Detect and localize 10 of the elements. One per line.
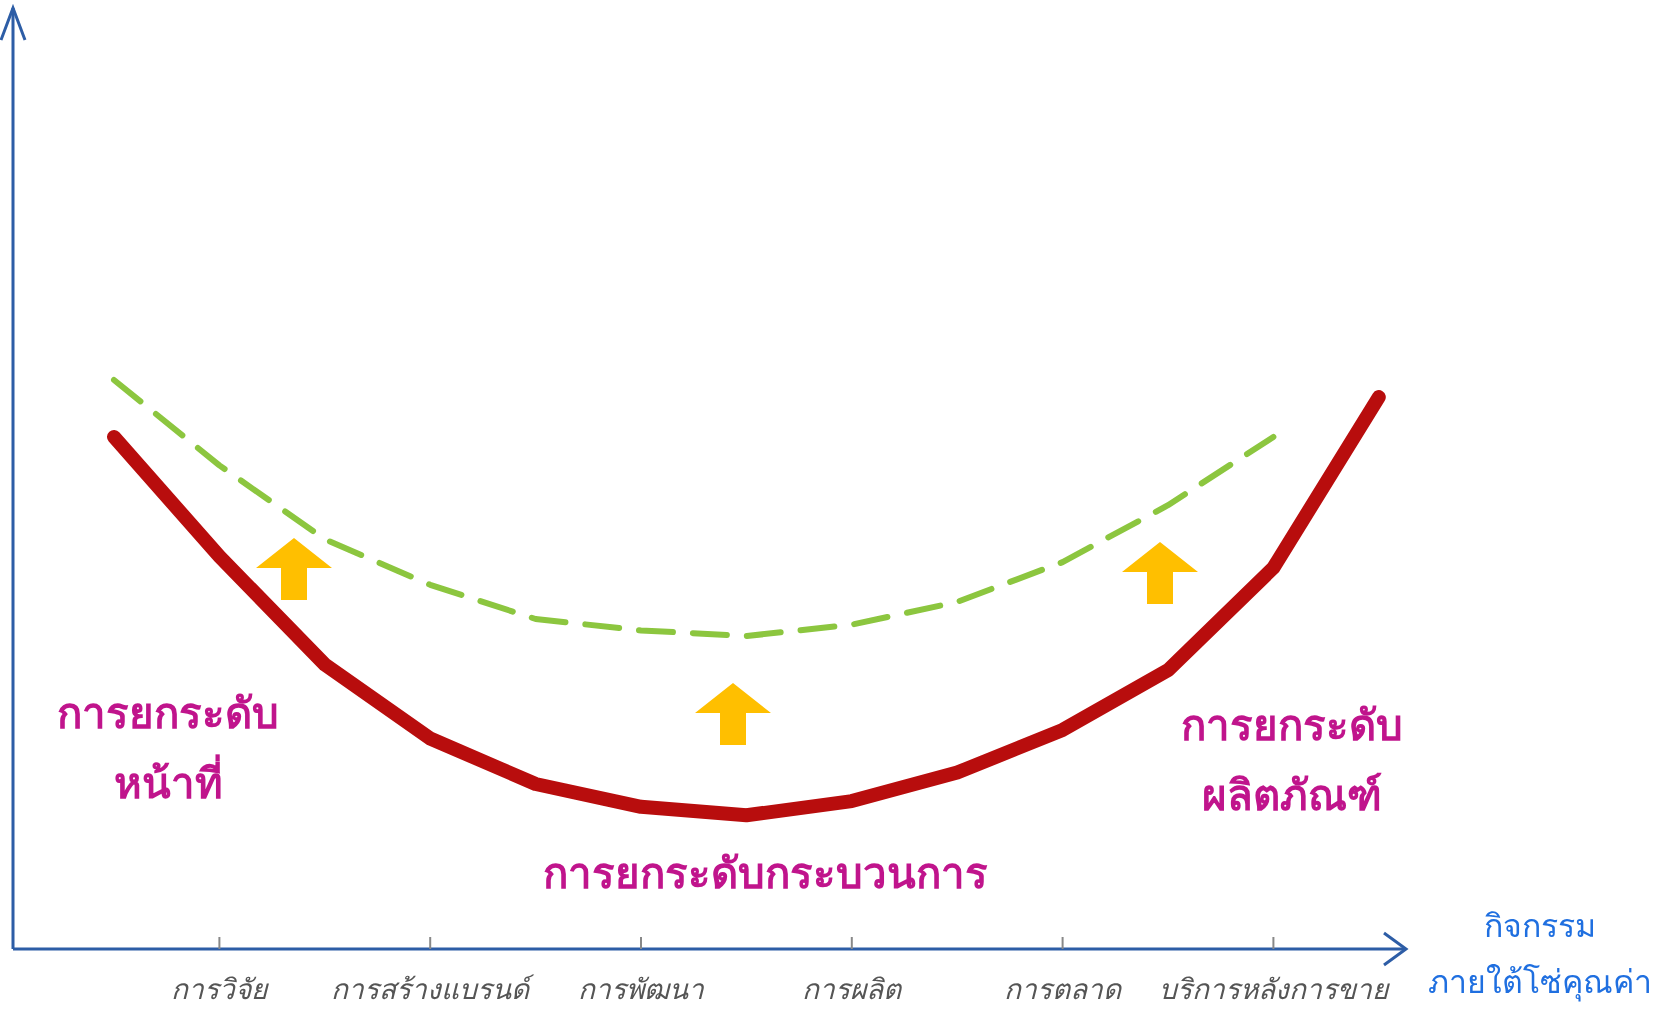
x-tick-label: การตลาด [1004, 973, 1124, 1006]
x-tick-label: การพัฒนา [578, 973, 705, 1006]
x-tick-label: การสร้างแบรนด์ [331, 973, 536, 1006]
annotation: การยกระดับ หน้าที่ [57, 689, 279, 808]
x-axis-title: กิจกรรม ภายใต้โซ่คุณค่า [1428, 907, 1652, 1002]
x-tick-label: การวิจัย [171, 973, 270, 1006]
x-tick-label: บริการหลังการขาย [1158, 973, 1390, 1006]
annotation: การยกระดับ ผลิตภัณฑ์ [1181, 701, 1403, 820]
x-tick-label: การผลิต [802, 973, 904, 1006]
annotation: การยกระดับกระบวนการ [542, 849, 988, 898]
